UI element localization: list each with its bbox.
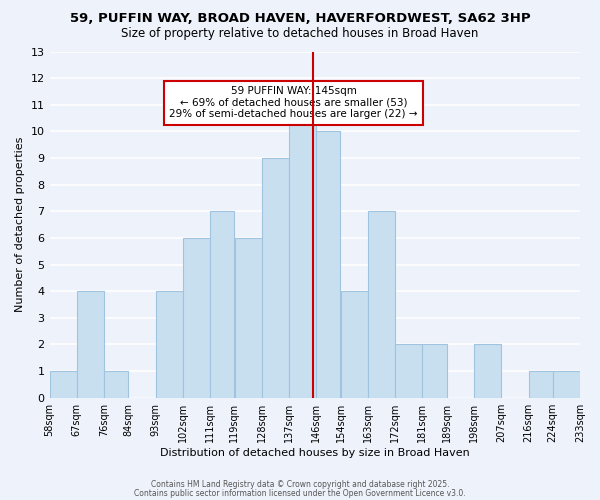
Text: Contains HM Land Registry data © Crown copyright and database right 2025.: Contains HM Land Registry data © Crown c… xyxy=(151,480,449,489)
Bar xyxy=(104,371,128,398)
Bar xyxy=(262,158,289,398)
Bar xyxy=(474,344,501,398)
Text: 59 PUFFIN WAY: 145sqm
← 69% of detached houses are smaller (53)
29% of semi-deta: 59 PUFFIN WAY: 145sqm ← 69% of detached … xyxy=(169,86,418,120)
Bar xyxy=(211,212,235,398)
Bar xyxy=(77,291,104,398)
X-axis label: Distribution of detached houses by size in Broad Haven: Distribution of detached houses by size … xyxy=(160,448,470,458)
Bar xyxy=(368,212,395,398)
Text: 59, PUFFIN WAY, BROAD HAVEN, HAVERFORDWEST, SA62 3HP: 59, PUFFIN WAY, BROAD HAVEN, HAVERFORDWE… xyxy=(70,12,530,26)
Text: Size of property relative to detached houses in Broad Haven: Size of property relative to detached ho… xyxy=(121,28,479,40)
Bar xyxy=(50,371,77,398)
Bar xyxy=(183,238,210,398)
Bar xyxy=(395,344,422,398)
Text: Contains public sector information licensed under the Open Government Licence v3: Contains public sector information licen… xyxy=(134,488,466,498)
Bar xyxy=(529,371,553,398)
Y-axis label: Number of detached properties: Number of detached properties xyxy=(15,137,25,312)
Bar xyxy=(156,291,183,398)
Bar xyxy=(316,132,340,398)
Bar xyxy=(289,105,316,398)
Bar xyxy=(553,371,580,398)
Bar xyxy=(422,344,446,398)
Bar xyxy=(235,238,262,398)
Bar xyxy=(341,291,368,398)
